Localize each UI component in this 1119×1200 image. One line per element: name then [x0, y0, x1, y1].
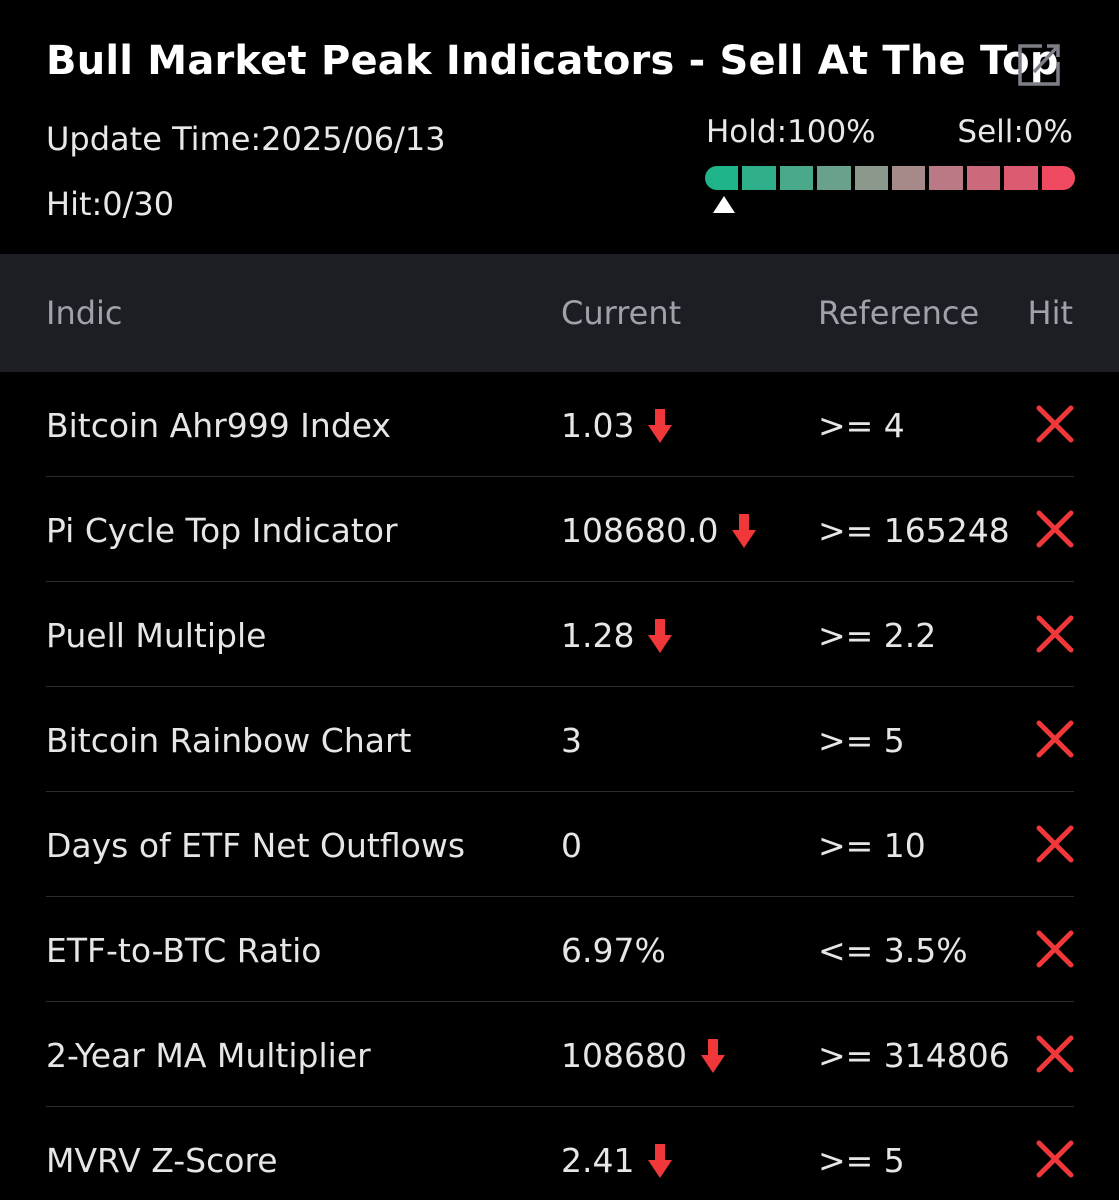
cross-icon — [1036, 615, 1074, 653]
current-value: 2.41 — [561, 1141, 672, 1180]
column-header-indicator: Indic — [46, 294, 123, 332]
cross-icon — [1036, 720, 1074, 758]
reference-value: >= 5 — [818, 721, 905, 760]
reference-value: <= 3.5% — [818, 931, 968, 970]
current-value-text: 0 — [561, 826, 582, 865]
reference-value: >= 165248 — [818, 511, 1010, 550]
reference-value: >= 5 — [818, 1141, 905, 1180]
reference-value: >= 10 — [818, 826, 926, 865]
cross-icon — [1036, 1140, 1074, 1178]
table-row[interactable]: Bitcoin Rainbow Chart 3 >= 5 — [46, 687, 1074, 792]
current-value: 1.28 — [561, 616, 672, 655]
reference-value: >= 4 — [818, 406, 905, 445]
gauge-segment — [929, 166, 962, 190]
gauge-segment — [817, 166, 850, 190]
gauge-segment — [705, 166, 738, 190]
current-value-text: 1.03 — [561, 406, 634, 445]
indicator-name: Pi Cycle Top Indicator — [46, 511, 398, 550]
current-value: 108680.0 — [561, 511, 756, 550]
indicator-name: 2-Year MA Multiplier — [46, 1036, 371, 1075]
gauge-segment — [780, 166, 813, 190]
header: Bull Market Peak Indicators - Sell At Th… — [0, 0, 1119, 252]
current-value-text: 2.41 — [561, 1141, 634, 1180]
gauge-segment — [967, 166, 1000, 190]
current-value-text: 108680 — [561, 1036, 687, 1075]
column-header-hit: Hit — [1028, 294, 1074, 332]
cross-icon — [1036, 825, 1074, 863]
table-row[interactable]: Bitcoin Ahr999 Index 1.03 >= 4 — [46, 372, 1074, 477]
page-title: Bull Market Peak Indicators - Sell At Th… — [46, 38, 1059, 84]
table-row[interactable]: Puell Multiple 1.28 >= 2.2 — [46, 582, 1074, 687]
cross-icon — [1036, 930, 1074, 968]
column-header-reference: Reference — [818, 294, 979, 332]
update-time: Update Time:2025/06/13 — [46, 120, 446, 158]
down-arrow-icon — [648, 619, 672, 653]
gauge-segment — [892, 166, 925, 190]
current-value: 1.03 — [561, 406, 672, 445]
indicator-name: Puell Multiple — [46, 616, 266, 655]
hit-count: Hit:0/30 — [46, 185, 174, 223]
down-arrow-icon — [701, 1039, 725, 1073]
cross-icon — [1036, 510, 1074, 548]
down-arrow-icon — [732, 514, 756, 548]
down-arrow-icon — [648, 1144, 672, 1178]
table-row[interactable]: Pi Cycle Top Indicator 108680.0 >= 16524… — [46, 477, 1074, 582]
current-value: 108680 — [561, 1036, 725, 1075]
indicator-list: Bitcoin Ahr999 Index 1.03 >= 4 Pi Cycle … — [46, 372, 1074, 1200]
indicator-name: MVRV Z-Score — [46, 1141, 278, 1180]
current-value-text: 108680.0 — [561, 511, 718, 550]
cross-icon — [1036, 405, 1074, 443]
sell-percentage: Sell:0% — [957, 114, 1073, 150]
current-value-text: 1.28 — [561, 616, 634, 655]
table-row[interactable]: Days of ETF Net Outflows 0 >= 10 — [46, 792, 1074, 897]
table-row[interactable]: 2-Year MA Multiplier 108680 >= 314806 — [46, 1002, 1074, 1107]
current-value-text: 3 — [561, 721, 582, 760]
current-value: 6.97% — [561, 931, 666, 970]
indicator-name: ETF-to-BTC Ratio — [46, 931, 322, 970]
column-header-current: Current — [561, 294, 681, 332]
gauge-segment — [742, 166, 775, 190]
gauge-segment — [855, 166, 888, 190]
table-row[interactable]: ETF-to-BTC Ratio 6.97% <= 3.5% — [46, 897, 1074, 1002]
current-value: 0 — [561, 826, 582, 865]
indicator-name: Bitcoin Ahr999 Index — [46, 406, 391, 445]
down-arrow-icon — [648, 409, 672, 443]
share-icon[interactable] — [1014, 40, 1064, 90]
cross-icon — [1036, 1035, 1074, 1073]
gauge-segment — [1004, 166, 1037, 190]
table-row[interactable]: MVRV Z-Score 2.41 >= 5 — [46, 1107, 1074, 1200]
reference-value: >= 314806 — [818, 1036, 1010, 1075]
gauge-marker-icon — [713, 196, 735, 213]
table-header: Indic Current Reference Hit — [0, 254, 1119, 372]
reference-value: >= 2.2 — [818, 616, 936, 655]
current-value: 3 — [561, 721, 582, 760]
hold-sell-gauge — [705, 166, 1075, 190]
hold-percentage: Hold:100% — [706, 114, 876, 150]
indicator-name: Bitcoin Rainbow Chart — [46, 721, 411, 760]
current-value-text: 6.97% — [561, 931, 666, 970]
indicator-name: Days of ETF Net Outflows — [46, 826, 465, 865]
gauge-segment — [1042, 166, 1075, 190]
